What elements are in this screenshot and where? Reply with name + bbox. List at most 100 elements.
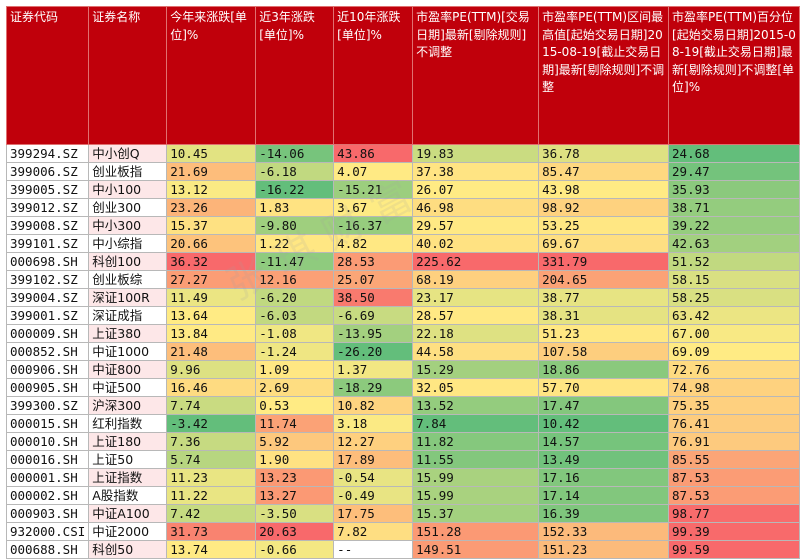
pe-percentile-cell[interactable]: 51.52 [668,252,800,271]
code-cell[interactable]: 399005.SZ [5,180,90,199]
pe-latest-cell[interactable]: 28.57 [412,306,540,325]
column-header-name[interactable]: 证券名称 [88,6,168,145]
pe-latest-cell[interactable]: 32.05 [412,378,540,397]
10y-change-cell[interactable]: 17.75 [333,504,414,523]
pe-max-cell[interactable]: 69.67 [538,234,670,253]
pe-percentile-cell[interactable]: 76.91 [668,432,800,451]
3y-change-cell[interactable]: 1.22 [255,234,335,253]
table-row[interactable]: 399006.SZ 创业板指 21.69 -6.18 4.07 37.38 85.47 29.… [5,162,800,181]
code-cell[interactable]: 000015.SH [5,414,90,433]
10y-change-cell[interactable]: 12.27 [333,432,414,451]
pe-latest-cell[interactable]: 11.82 [412,432,540,451]
name-cell[interactable]: 创业板指 [88,162,168,181]
pe-percentile-cell[interactable]: 72.76 [668,360,800,379]
ytd-change-cell[interactable]: 27.27 [166,270,257,289]
code-cell[interactable]: 399012.SZ [5,198,90,217]
3y-change-cell[interactable]: 1.09 [255,360,335,379]
10y-change-cell[interactable]: 3.18 [333,414,414,433]
10y-change-cell[interactable]: 17.89 [333,450,414,469]
pe-percentile-cell[interactable]: 74.98 [668,378,800,397]
code-cell[interactable]: 000010.SH [5,432,90,451]
ytd-change-cell[interactable]: 20.66 [166,234,257,253]
code-cell[interactable]: 000688.SH [5,540,90,559]
name-cell[interactable]: 中小创Q [88,144,168,163]
table-row[interactable]: 399001.SZ 深证成指 13.64 -6.03 -6.69 28.57 38.31 63… [5,306,800,325]
pe-max-cell[interactable]: 18.86 [538,360,670,379]
3y-change-cell[interactable]: -6.20 [255,288,335,307]
3y-change-cell[interactable]: -6.18 [255,162,335,181]
code-cell[interactable]: 000001.SH [5,468,90,487]
table-row[interactable]: 000015.SH 红利指数 -3.42 11.74 3.18 7.84 10.42 76.4… [5,414,800,433]
10y-change-cell[interactable]: -13.95 [333,324,414,343]
table-row[interactable]: 399102.SZ 创业板综 27.27 12.16 25.07 68.19 204.65 5… [5,270,800,289]
name-cell[interactable]: 深证100R [88,288,168,307]
table-row[interactable]: 000903.SH 中证A100 7.42 -3.50 17.75 15.37 16.39 9… [5,504,800,523]
ytd-change-cell[interactable]: 10.45 [166,144,257,163]
pe-max-cell[interactable]: 53.25 [538,216,670,235]
10y-change-cell[interactable]: -- [333,540,414,559]
table-row[interactable]: 932000.CSI 中证2000 31.73 20.63 7.82 151.28 152.… [5,522,800,541]
pe-latest-cell[interactable]: 15.37 [412,504,540,523]
pe-latest-cell[interactable]: 19.83 [412,144,540,163]
3y-change-cell[interactable]: -1.24 [255,342,335,361]
10y-change-cell[interactable]: -26.20 [333,342,414,361]
pe-latest-cell[interactable]: 149.51 [412,540,540,559]
name-cell[interactable]: 中证500 [88,378,168,397]
name-cell[interactable]: 中证800 [88,360,168,379]
name-cell[interactable]: 科创100 [88,252,168,271]
3y-change-cell[interactable]: 1.83 [255,198,335,217]
3y-change-cell[interactable]: -9.80 [255,216,335,235]
code-cell[interactable]: 399006.SZ [5,162,90,181]
code-cell[interactable]: 000002.SH [5,486,90,505]
code-cell[interactable]: 000852.SH [5,342,90,361]
table-row[interactable]: 000010.SH 上证180 7.36 5.92 12.27 11.82 14.57 76.… [5,432,800,451]
ytd-change-cell[interactable]: 36.32 [166,252,257,271]
pe-percentile-cell[interactable]: 87.53 [668,486,800,505]
pe-max-cell[interactable]: 51.23 [538,324,670,343]
pe-max-cell[interactable]: 13.49 [538,450,670,469]
ytd-change-cell[interactable]: 9.96 [166,360,257,379]
pe-max-cell[interactable]: 107.58 [538,342,670,361]
10y-change-cell[interactable]: 10.82 [333,396,414,415]
10y-change-cell[interactable]: 3.67 [333,198,414,217]
name-cell[interactable]: 中小300 [88,216,168,235]
3y-change-cell[interactable]: -3.50 [255,504,335,523]
3y-change-cell[interactable]: 2.69 [255,378,335,397]
ytd-change-cell[interactable]: 11.23 [166,468,257,487]
pe-percentile-cell[interactable]: 99.59 [668,540,800,559]
column-header-3y-change[interactable]: 近3年涨跌[单位]% [255,6,335,145]
ytd-change-cell[interactable]: 15.37 [166,216,257,235]
3y-change-cell[interactable]: -14.06 [255,144,335,163]
pe-max-cell[interactable]: 17.16 [538,468,670,487]
pe-max-cell[interactable]: 16.39 [538,504,670,523]
pe-latest-cell[interactable]: 151.28 [412,522,540,541]
pe-percentile-cell[interactable]: 76.41 [668,414,800,433]
table-row[interactable]: 000016.SH 上证50 5.74 1.90 17.89 11.55 13.49 85.5… [5,450,800,469]
10y-change-cell[interactable]: -0.49 [333,486,414,505]
ytd-change-cell[interactable]: 11.49 [166,288,257,307]
code-cell[interactable]: 399294.SZ [5,144,90,163]
table-row[interactable]: 399004.SZ 深证100R 11.49 -6.20 38.50 23.17 38.77… [5,288,800,307]
code-cell[interactable]: 399001.SZ [5,306,90,325]
3y-change-cell[interactable]: 1.90 [255,450,335,469]
pe-percentile-cell[interactable]: 63.42 [668,306,800,325]
pe-max-cell[interactable]: 85.47 [538,162,670,181]
ytd-change-cell[interactable]: 7.36 [166,432,257,451]
name-cell[interactable]: 上证380 [88,324,168,343]
10y-change-cell[interactable]: -0.54 [333,468,414,487]
3y-change-cell[interactable]: -6.03 [255,306,335,325]
name-cell[interactable]: 上证指数 [88,468,168,487]
ytd-change-cell[interactable]: 11.22 [166,486,257,505]
name-cell[interactable]: 创业300 [88,198,168,217]
code-cell[interactable]: 000016.SH [5,450,90,469]
pe-percentile-cell[interactable]: 42.63 [668,234,800,253]
10y-change-cell[interactable]: 7.82 [333,522,414,541]
table-row[interactable]: 000001.SH 上证指数 11.23 13.23 -0.54 15.99 17.16 87… [5,468,800,487]
ytd-change-cell[interactable]: 21.69 [166,162,257,181]
code-cell[interactable]: 000905.SH [5,378,90,397]
pe-max-cell[interactable]: 38.77 [538,288,670,307]
10y-change-cell[interactable]: 28.53 [333,252,414,271]
3y-change-cell[interactable]: 13.23 [255,468,335,487]
pe-percentile-cell[interactable]: 58.15 [668,270,800,289]
column-header-pe-max[interactable]: 市盈率PE(TTM)区间最高值[起始交易日期]2015-08-19[截止交易日期… [538,6,670,145]
